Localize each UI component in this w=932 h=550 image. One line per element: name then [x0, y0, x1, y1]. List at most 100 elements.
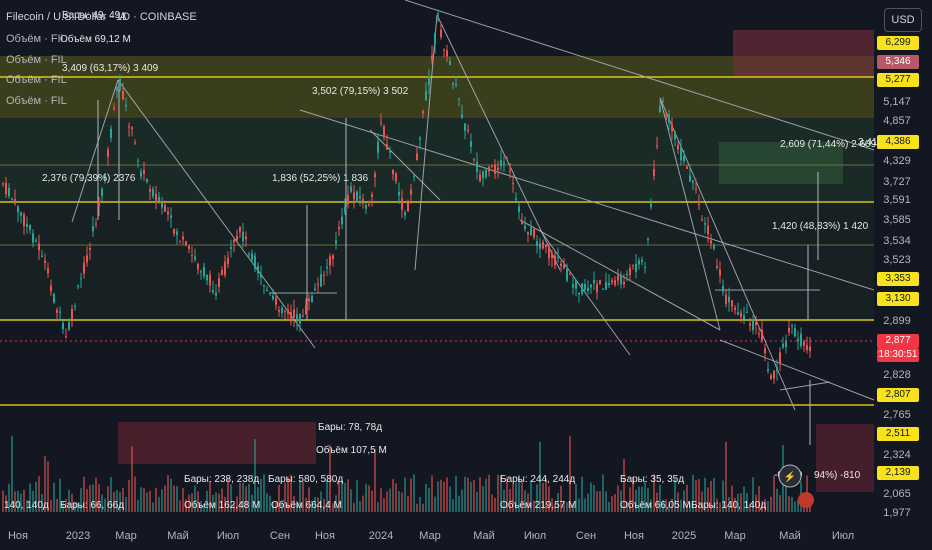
x-axis-label: 2023: [66, 530, 90, 542]
price-tag-pink: 5,346: [877, 55, 919, 69]
y-axis-label: 5,147: [883, 96, 911, 108]
volume-bar: [134, 476, 136, 512]
volume-bar: [746, 493, 748, 512]
candle-body: [305, 304, 307, 315]
volume-bar: [440, 479, 442, 512]
price-tag-yellow: 6,299: [877, 36, 919, 50]
volume-bar: [578, 498, 580, 512]
candle-body: [410, 189, 412, 195]
measure-annotation: Объём 664,4 M: [271, 499, 342, 511]
currency-button[interactable]: USD: [884, 8, 922, 32]
volume-bar: [332, 503, 334, 512]
volume-bar: [503, 489, 505, 512]
candle-body: [200, 271, 202, 273]
candle-body: [779, 352, 781, 364]
candle-body: [140, 171, 142, 177]
candle-body: [413, 175, 415, 177]
y-axis-label: 1,977: [883, 507, 911, 519]
y-axis-label: 4,857: [883, 115, 911, 127]
candle-body: [650, 203, 652, 208]
volume-bar: [137, 500, 139, 512]
candle-body: [665, 116, 667, 121]
candle-body: [434, 32, 436, 45]
volume-bar: [758, 486, 760, 512]
volume-bar: [518, 474, 520, 512]
volume-bar: [374, 449, 376, 512]
y-axis-label: 3,727: [883, 176, 911, 188]
volume-bar: [233, 503, 235, 512]
candle-body: [41, 255, 43, 258]
volume-bar: [770, 496, 772, 512]
candle-body: [740, 312, 742, 317]
volume-bar: [152, 502, 154, 512]
candle-body: [728, 296, 730, 303]
volume-bar: [566, 502, 568, 512]
us-flag-icon: [798, 492, 814, 508]
volume-bar: [389, 488, 391, 512]
candle-body: [734, 307, 736, 311]
candle-body: [587, 287, 589, 292]
candle-body: [611, 280, 613, 283]
volume-bar: [443, 481, 445, 512]
candle-body: [803, 341, 805, 346]
volume-bar: [2, 490, 4, 512]
candle-body: [770, 375, 772, 380]
candle-body: [80, 278, 82, 280]
candle-body: [26, 224, 28, 227]
volume-bar: [119, 492, 121, 512]
volume-bar: [257, 487, 259, 512]
candle-body: [590, 284, 592, 288]
candle-body: [269, 292, 271, 295]
candle-body: [563, 265, 565, 269]
candle-body: [737, 311, 739, 315]
candle-body: [653, 169, 655, 176]
candle-body: [440, 29, 442, 38]
candle-body: [170, 215, 172, 218]
price-tag-yellow: 2,807: [877, 388, 919, 402]
y-axis-label: 3,585: [883, 214, 911, 226]
volume-bar: [212, 494, 214, 512]
countdown-tag: 18:30:51: [877, 348, 919, 362]
volume-bar: [437, 481, 439, 512]
candle-body: [551, 253, 553, 258]
volume-bar: [497, 474, 499, 512]
volume-bar: [11, 435, 13, 512]
volume-bar: [299, 479, 301, 512]
volume-bar: [383, 498, 385, 512]
volume-bar: [485, 478, 487, 512]
volume-bar: [275, 501, 277, 512]
volume-bar: [788, 496, 790, 512]
x-axis-label: 2024: [369, 530, 393, 542]
legend-row-volume: Объём · FIL: [6, 54, 67, 66]
volume-bar: [533, 500, 535, 512]
candle-body: [212, 289, 214, 293]
volume-bar: [104, 498, 106, 512]
volume-bar: [254, 439, 256, 512]
volume-bar: [542, 483, 544, 512]
volume-bar: [458, 495, 460, 512]
x-axis-label: Май: [779, 530, 801, 542]
volume-bar: [776, 488, 778, 512]
candle-body: [485, 169, 487, 178]
candle-body: [113, 107, 115, 109]
volume-bar: [647, 488, 649, 512]
volume-bar: [407, 496, 409, 512]
candle-body: [161, 202, 163, 208]
volume-bar: [650, 499, 652, 512]
volume-bar: [284, 482, 286, 512]
candle-body: [701, 219, 703, 221]
volume-bar: [95, 477, 97, 512]
candle-body: [656, 145, 658, 147]
candle-body: [692, 180, 694, 183]
volume-bar: [713, 477, 715, 512]
volume-bar: [398, 491, 400, 512]
candle-body: [191, 255, 193, 257]
volume-bar: [350, 489, 352, 512]
trendline: [369, 129, 441, 201]
volume-bar: [482, 486, 484, 512]
volume-bar: [362, 495, 364, 512]
volume-bar: [587, 493, 589, 512]
candle-body: [164, 205, 166, 212]
candle-body: [446, 50, 448, 57]
